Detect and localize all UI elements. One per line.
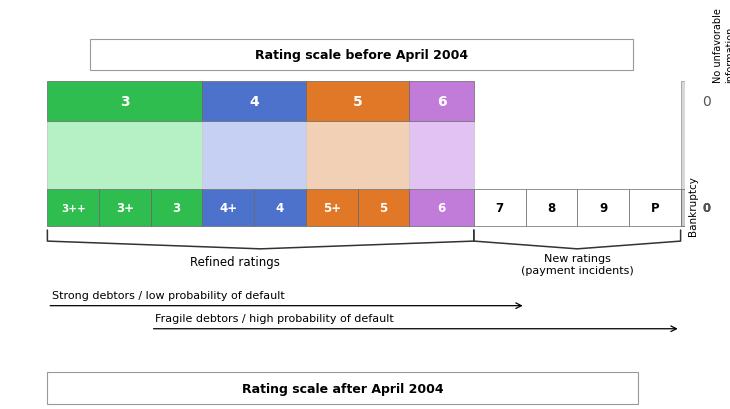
- FancyBboxPatch shape: [629, 190, 680, 227]
- Text: Rating scale after April 2004: Rating scale after April 2004: [242, 382, 443, 395]
- Text: 3: 3: [120, 94, 130, 109]
- Polygon shape: [306, 122, 410, 190]
- Text: 8: 8: [548, 202, 556, 215]
- Text: Refined ratings: Refined ratings: [190, 256, 280, 269]
- Text: Bankruptcy: Bankruptcy: [688, 175, 697, 235]
- Text: 4: 4: [276, 202, 284, 215]
- Polygon shape: [410, 122, 474, 190]
- Polygon shape: [47, 122, 202, 190]
- Text: No unfavorable
information: No unfavorable information: [713, 9, 730, 83]
- FancyBboxPatch shape: [526, 190, 577, 227]
- FancyBboxPatch shape: [306, 190, 358, 227]
- Text: Rating scale before April 2004: Rating scale before April 2004: [255, 49, 469, 62]
- FancyBboxPatch shape: [306, 81, 410, 122]
- FancyBboxPatch shape: [47, 81, 202, 122]
- Text: 0: 0: [702, 202, 710, 215]
- Text: 5+: 5+: [323, 202, 341, 215]
- Text: 6: 6: [437, 202, 445, 215]
- FancyBboxPatch shape: [151, 190, 202, 227]
- FancyBboxPatch shape: [202, 81, 306, 122]
- Text: 5: 5: [353, 94, 362, 109]
- Text: 7: 7: [496, 202, 504, 215]
- FancyBboxPatch shape: [47, 372, 637, 405]
- Text: 5: 5: [380, 202, 388, 215]
- Text: 9: 9: [599, 202, 607, 215]
- Text: 0: 0: [702, 94, 711, 109]
- FancyBboxPatch shape: [47, 190, 99, 227]
- Text: 3+: 3+: [116, 202, 134, 215]
- FancyBboxPatch shape: [91, 40, 633, 70]
- Text: 4+: 4+: [219, 202, 237, 215]
- Polygon shape: [202, 122, 306, 190]
- FancyBboxPatch shape: [254, 190, 306, 227]
- Text: 6: 6: [437, 94, 446, 109]
- Text: P: P: [650, 202, 659, 215]
- FancyBboxPatch shape: [410, 190, 474, 227]
- FancyBboxPatch shape: [99, 190, 151, 227]
- Text: Fragile debtors / high probability of default: Fragile debtors / high probability of de…: [155, 313, 393, 324]
- Text: 3: 3: [172, 202, 181, 215]
- FancyBboxPatch shape: [577, 190, 629, 227]
- FancyBboxPatch shape: [680, 190, 730, 227]
- FancyBboxPatch shape: [202, 190, 254, 227]
- Text: 4: 4: [249, 94, 259, 109]
- Text: 0: 0: [702, 202, 710, 215]
- Text: New ratings
(payment incidents): New ratings (payment incidents): [520, 253, 634, 275]
- Text: Strong debtors / low probability of default: Strong debtors / low probability of defa…: [52, 290, 285, 300]
- Text: 3++: 3++: [61, 203, 85, 213]
- FancyBboxPatch shape: [474, 190, 526, 227]
- FancyBboxPatch shape: [410, 81, 474, 122]
- FancyBboxPatch shape: [358, 190, 410, 227]
- FancyBboxPatch shape: [680, 81, 730, 227]
